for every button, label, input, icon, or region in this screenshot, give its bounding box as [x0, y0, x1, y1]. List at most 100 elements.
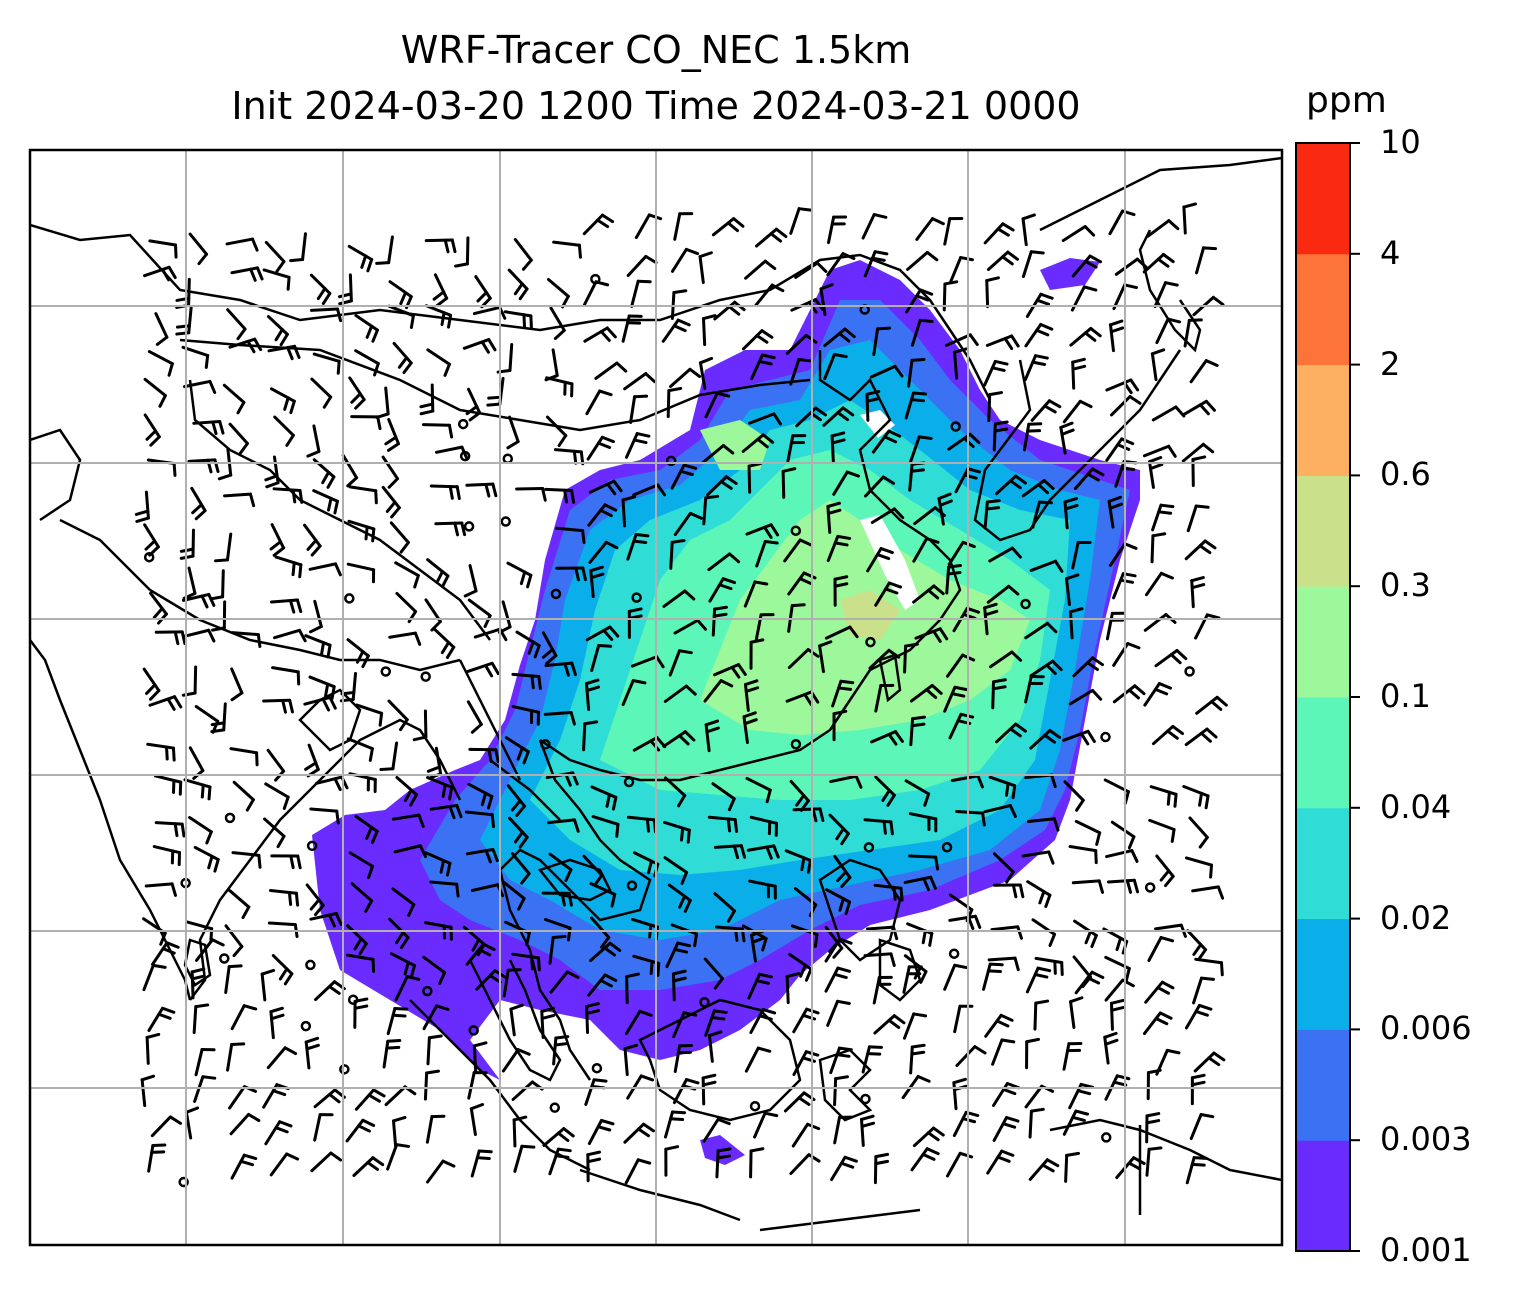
wind-barb — [1142, 253, 1175, 274]
wind-barb — [662, 730, 696, 748]
wind-barb — [948, 914, 982, 931]
wind-barb — [467, 1071, 488, 1100]
colorbar-segment — [1296, 586, 1350, 698]
wind-barb — [506, 561, 533, 589]
wind-barb — [944, 333, 979, 347]
wind-barb — [715, 1147, 732, 1179]
wind-barb — [1146, 219, 1180, 238]
wind-barb — [348, 772, 377, 794]
wind-barb — [955, 809, 986, 827]
wind-barb — [590, 916, 611, 949]
wind-barb — [548, 1147, 572, 1176]
wind-barb — [584, 678, 601, 711]
wind-barb — [375, 235, 394, 265]
wind-barb — [1112, 684, 1146, 704]
wind-barb — [375, 386, 390, 419]
wind-barb — [861, 213, 888, 240]
wind-barb — [1071, 254, 1103, 278]
wind-barb — [704, 1009, 728, 1037]
wind-barb — [784, 849, 812, 874]
wind-barb — [824, 625, 859, 640]
wind-barb — [1029, 659, 1063, 678]
wind-barb — [313, 1113, 334, 1142]
wind-barb — [1142, 444, 1177, 458]
coast-java — [579, 1168, 741, 1222]
wind-barb — [1062, 399, 1093, 424]
wind-barb — [789, 1153, 821, 1175]
wind-barb — [513, 1144, 536, 1173]
wind-barb — [381, 485, 401, 519]
wind-barb — [472, 1041, 488, 1074]
wind-barb — [143, 377, 167, 408]
wind-barb — [1105, 849, 1139, 863]
chart-title-line1: WRF-Tracer CO_NEC 1.5km — [400, 28, 912, 72]
wind-barb — [391, 813, 425, 828]
wind-barb — [354, 814, 379, 844]
wind-barb — [1191, 455, 1207, 488]
wind-barb — [142, 667, 161, 701]
wind-barb — [746, 844, 780, 860]
wind-barb — [594, 361, 628, 380]
wind-barb — [1186, 929, 1208, 962]
wind-barb — [870, 730, 904, 746]
wind-barb — [393, 844, 428, 859]
wind-barb — [175, 305, 193, 336]
wind-barb — [673, 511, 703, 537]
wind-barb — [864, 475, 896, 498]
wind-barb — [582, 213, 615, 236]
wind-barb — [429, 484, 461, 501]
wind-barb — [585, 1002, 601, 1034]
wind-barb — [474, 275, 492, 309]
wind-barb — [587, 1119, 615, 1146]
wind-barb — [754, 283, 785, 307]
wind-barb — [184, 1106, 200, 1140]
wind-barb — [392, 341, 413, 375]
wind-barb — [337, 273, 353, 306]
colorbar-segment — [1296, 697, 1350, 809]
wind-barb — [704, 391, 731, 419]
coast-arabia — [30, 428, 82, 522]
wind-barb — [426, 558, 450, 589]
wind-barb — [188, 746, 205, 780]
wind-barb — [741, 329, 774, 351]
border-india-pak — [59, 518, 151, 591]
colorbar-segment — [1296, 143, 1350, 255]
wind-barb — [545, 415, 568, 448]
wind-barb — [833, 575, 849, 607]
wind-barb — [1064, 1151, 1081, 1183]
wind-barb — [270, 598, 303, 614]
wind-barb — [753, 1111, 779, 1139]
coast-gulf-thailand — [537, 858, 612, 902]
wind-barb — [225, 237, 259, 252]
wind-barb — [303, 695, 337, 712]
wind-barb — [621, 314, 643, 343]
wind-barb — [190, 486, 207, 521]
plume-island-purple — [1040, 258, 1100, 290]
border-china-north — [179, 338, 811, 432]
wind-barb — [267, 921, 299, 939]
wind-barb — [743, 580, 769, 608]
wind-barb — [1105, 378, 1140, 395]
wind-barb — [382, 1038, 402, 1069]
wind-barb — [623, 1122, 655, 1144]
colorbar-tick-label: 0.02 — [1380, 898, 1452, 937]
wind-barb — [787, 648, 820, 670]
wind-barb — [386, 1143, 411, 1171]
colorbar-tick-label: 0.001 — [1380, 1231, 1472, 1269]
coast-borneo — [638, 998, 802, 1122]
wind-barb — [704, 719, 720, 753]
wind-barb — [987, 956, 1020, 972]
wind-barb — [466, 661, 500, 678]
wind-barb — [346, 924, 368, 956]
wind-barb — [749, 1147, 765, 1179]
wind-barb — [1182, 202, 1198, 235]
wind-barb — [833, 1115, 854, 1145]
wind-barb — [224, 924, 244, 958]
wind-barb — [547, 818, 580, 833]
wind-barb — [269, 523, 286, 557]
wind-barb — [1024, 621, 1058, 640]
wind-barb — [352, 1156, 385, 1178]
wind-barb — [874, 775, 896, 807]
wind-barb — [666, 386, 683, 419]
wind-barb — [426, 1159, 456, 1184]
